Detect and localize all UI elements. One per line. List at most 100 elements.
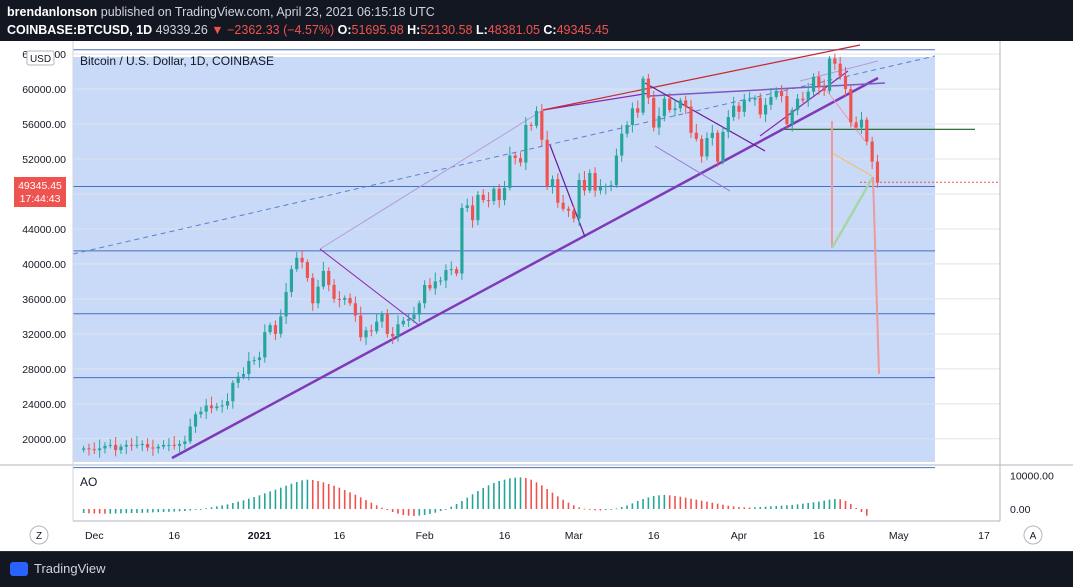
ao-bar [311,480,314,509]
candle-body [545,139,549,187]
candle-body [156,446,160,449]
ao-bar [812,502,815,509]
candle-body [811,76,816,92]
ao-bar [130,509,133,513]
candle-body [305,262,310,278]
candle-body [795,98,800,111]
candle-body [247,360,251,375]
candle-body [204,405,208,412]
ao-bar [413,509,415,516]
candle-body [641,78,645,113]
candle-body [161,444,166,447]
scale-a-button-bg[interactable] [1023,525,1043,545]
candle-body [401,320,405,325]
ao-bar [855,508,857,509]
candle-body [875,161,880,183]
symbol: COINBASE:BTCUSD, 1D [7,23,153,37]
candle-body [454,269,459,274]
ao-bar [285,485,287,509]
ao-bar [359,497,362,509]
candle-body [668,98,672,111]
ao-tick-label: 10000.00 [1010,471,1054,483]
price-tick-label: 20000.00 [22,434,66,446]
ao-bar [615,508,618,510]
candle-body [822,87,826,91]
candle-body [854,122,858,128]
scale-a-button[interactable]: A [1030,531,1037,542]
candle-body [529,124,533,126]
ao-histogram [0,41,1073,521]
ao-bar [402,509,405,515]
candle-body [758,97,762,115]
candle-body [108,444,112,446]
scale-z-button[interactable]: Z [36,531,42,542]
candle-body [684,100,688,107]
candle-body [748,99,752,101]
ao-bar [716,503,719,509]
candle-body [513,155,517,159]
candle-body [263,332,267,358]
candle-body [492,188,496,201]
tradingview-logo[interactable]: TradingView [10,561,106,576]
price-badge: 49345.45 [18,180,62,192]
candle-body [119,446,123,451]
candle-body [806,91,810,101]
ao-bar [823,500,825,509]
ao-bar [343,490,346,509]
ao-bar [120,509,122,514]
candle-body [289,269,294,292]
candle-body [486,200,491,202]
candle-body [518,158,523,163]
countdown-badge: 17:44:43 [20,193,61,205]
tradingview-icon [10,561,28,576]
candle-body [566,208,571,211]
ao-bar [775,506,778,509]
ao-bar [88,509,90,514]
high-value: 52130.58 [420,23,473,37]
ao-bar [546,489,548,509]
currency-badge[interactable]: USD [30,54,51,65]
candle-body [433,281,437,289]
ao-bar [791,505,794,509]
scale-z-button-bg[interactable] [29,525,49,545]
ao-bar [562,499,564,509]
candle-body [636,108,640,113]
candle-body [870,141,874,162]
ao-bar [844,501,847,509]
ao-bar [141,509,144,513]
candle-body [785,96,789,125]
candle-body [604,186,608,188]
candle-body [385,313,389,334]
chart-area[interactable]: 20000.00 24000.00 28000.00 32000.00 36000.00… [0,41,1073,551]
candle-body [225,401,230,406]
ao-bar [604,509,607,510]
ao-bar [503,479,506,509]
ao-bar [535,482,538,509]
ao-bar [482,488,485,509]
candle-body [657,116,661,128]
ao-bar [754,507,756,509]
candle-body [716,132,720,162]
publisher-name[interactable]: brendanlonson [7,5,98,19]
ao-bar [423,509,426,515]
ao-bar [759,507,762,509]
ao-bar [711,502,714,509]
ao-bar [370,502,373,509]
candle-body [353,303,357,316]
ao-bar [317,481,319,509]
currency-badge-bg[interactable] [26,50,55,66]
candle-body [348,298,352,304]
ao-bar [407,509,410,516]
ao-bar [684,497,687,509]
candle-body [561,202,565,209]
candle-body [151,447,155,449]
candle-body [662,98,666,117]
price-chart[interactable]: 20000.00 24000.00 28000.00 32000.00 36000.00… [0,41,1073,551]
time-tick-label: 16 [334,530,346,542]
candle-body [540,110,544,140]
candle-body [502,187,507,201]
ao-bar [828,499,831,509]
ao-bar [200,509,202,510]
ao-bar [152,509,154,513]
ao-bar [668,495,671,509]
